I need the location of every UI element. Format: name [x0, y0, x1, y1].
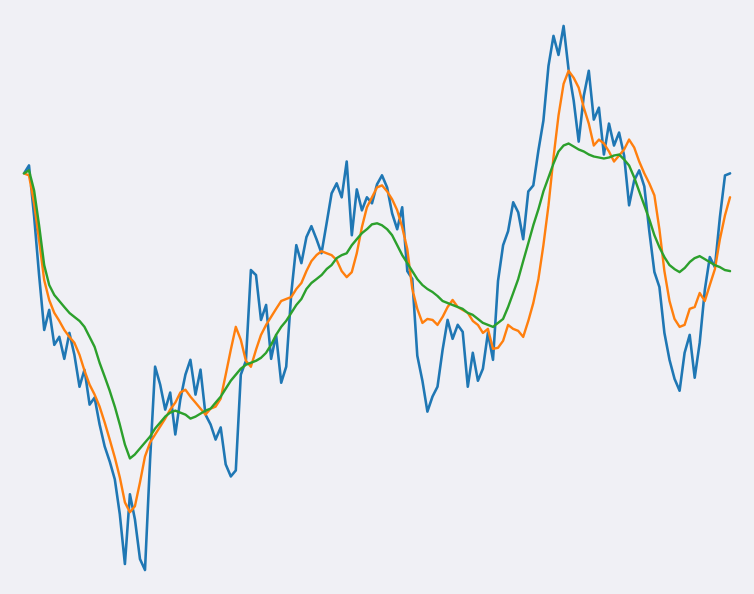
series-line-3 — [22, 142, 732, 460]
series-line-1 — [22, 24, 732, 572]
series-line-2 — [22, 69, 732, 514]
series-layer — [22, 24, 732, 572]
